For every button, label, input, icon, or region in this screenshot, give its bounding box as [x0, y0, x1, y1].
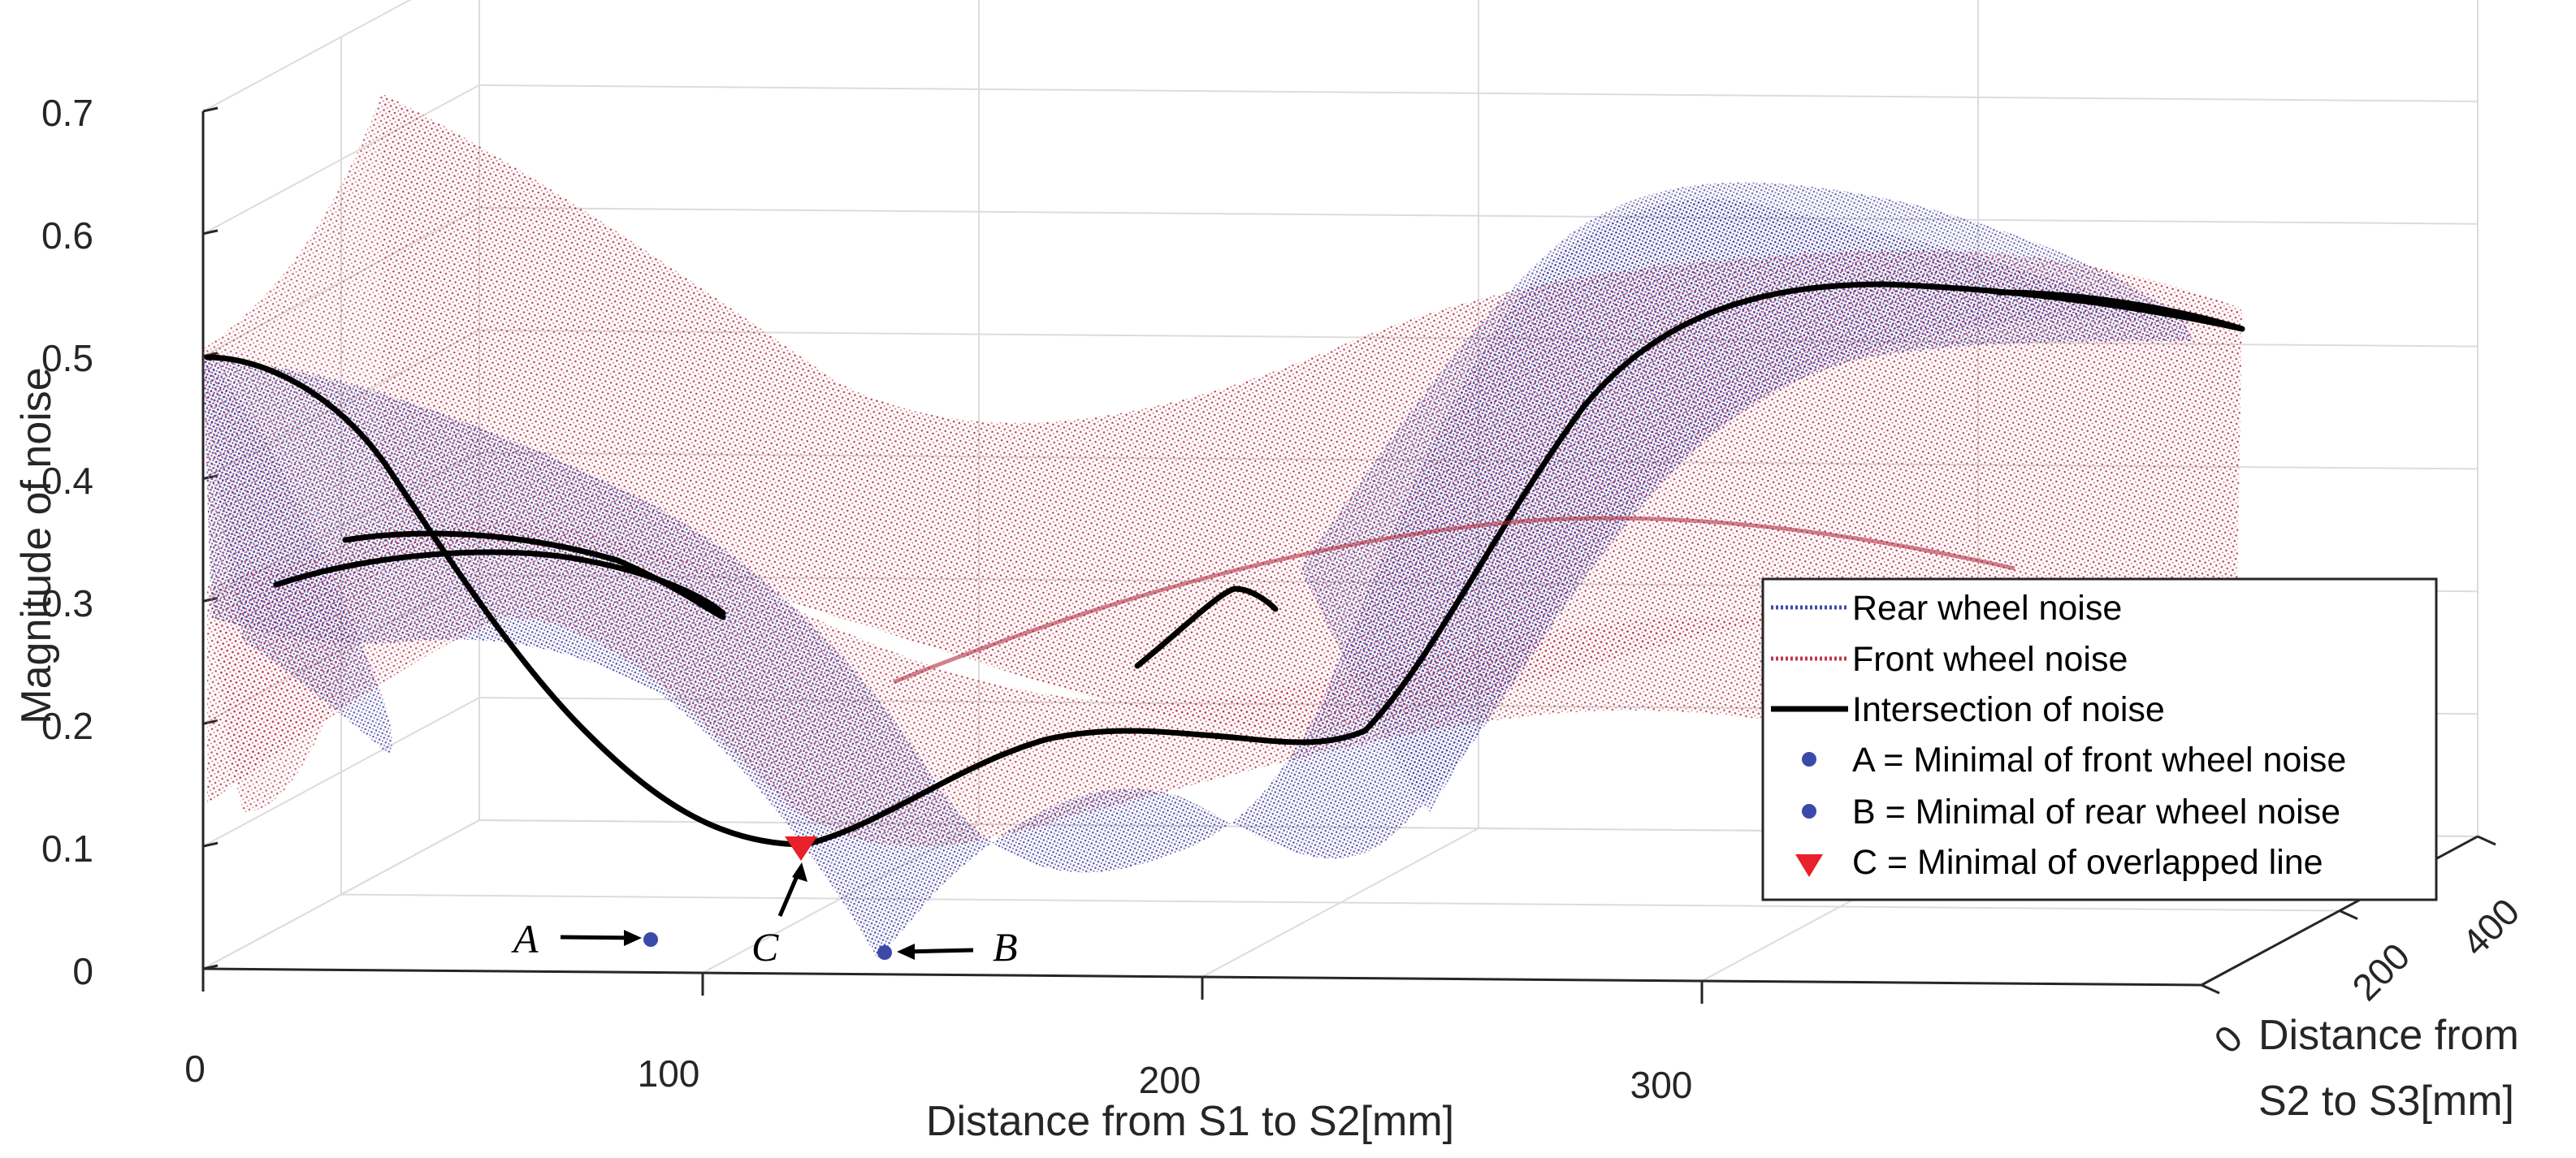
intersection-line-2 [273, 549, 726, 616]
z-tick-label: 0 [72, 950, 93, 992]
x-tick-label: 100 [638, 1052, 700, 1095]
y-axis-title-line2: S2 to S3[mm] [2258, 1078, 2514, 1125]
z-tick-label: 0.6 [41, 214, 93, 257]
x-axis-title: Distance from S1 to S2[mm] [926, 1098, 1454, 1145]
intersection-line-4 [1134, 585, 1279, 669]
z-tick-label: 0.5 [41, 337, 93, 379]
z-tick-label: 0.3 [41, 582, 93, 624]
markers [643, 836, 892, 960]
intersection-line-main [204, 281, 2245, 848]
legend-swatch-b [1802, 804, 1816, 819]
legend-label-a: A = Minimal of front wheel noise [1852, 741, 2346, 780]
arrow-b-head [897, 944, 915, 960]
legend-swatch-c [1795, 854, 1823, 877]
z-tick-label: 0.2 [41, 705, 93, 747]
y-tick-label: 200 [2344, 935, 2418, 1009]
z-tick-label: 0.7 [41, 92, 93, 134]
arrow-b [903, 948, 974, 954]
y-axis-tick [2477, 835, 2496, 846]
label-b: B [993, 924, 1018, 970]
red-ridge-line [893, 516, 2015, 685]
intersection-lines [204, 281, 2245, 848]
marker-b [877, 945, 892, 960]
marker-c [785, 836, 817, 861]
z-axis-tick [202, 841, 219, 848]
z-tick-label: 0.4 [41, 460, 93, 502]
label-c: C [751, 924, 779, 970]
legend-label-intersection: Intersection of noise [1852, 690, 2165, 729]
rear-wheel-surface-left [203, 357, 392, 755]
axis-titles: Distance from S1 to S2[mm] Distance from… [13, 367, 2519, 1145]
y-axis-tick [2339, 910, 2358, 920]
rear-wheel-surface-right [1300, 182, 2193, 812]
legend: Rear wheel noise Front wheel noise Inter… [1761, 577, 2438, 901]
x-tick-label: 200 [1139, 1059, 1201, 1101]
arrow-a-head [624, 930, 642, 946]
legend-swatch-a [1802, 752, 1816, 767]
legend-label-front: Front wheel noise [1852, 640, 2128, 679]
y-grid-line-floor [340, 893, 2340, 912]
arrow-a [560, 935, 636, 940]
y-tick-label: 0 [2206, 1017, 2250, 1061]
intersection-line-5 [1995, 289, 2245, 332]
legend-label-rear: Rear wheel noise [1852, 589, 2122, 628]
label-a: A [511, 916, 539, 961]
legend-box [1761, 577, 2438, 901]
y-axis-title-line1: Distance from [2258, 1012, 2519, 1059]
y-tick-label: 400 [2453, 890, 2527, 964]
annotations: A B C [511, 862, 1018, 970]
intersection-line-3 [342, 530, 726, 620]
z-axis-tick [202, 106, 219, 113]
y-axis-tick [2201, 983, 2220, 995]
x-tick-label: 0 [184, 1048, 206, 1090]
arrow-c-head [792, 862, 807, 882]
legend-label-b: B = Minimal of rear wheel noise [1852, 793, 2340, 832]
z-axis-title: Magnitude of noise [13, 367, 60, 724]
legend-label-c: C = Minimal of overlapped line [1852, 843, 2323, 882]
z-axis-tick [202, 964, 219, 970]
z-axis-tick [202, 229, 219, 235]
z-tick-label: 0.1 [41, 827, 93, 870]
marker-a [643, 932, 658, 947]
x-tick-label: 300 [1630, 1064, 1693, 1106]
